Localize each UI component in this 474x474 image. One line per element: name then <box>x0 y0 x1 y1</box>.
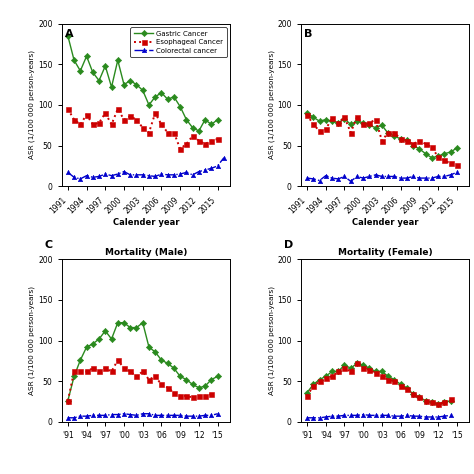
X-axis label: Calender year: Calender year <box>113 218 179 227</box>
Y-axis label: ASR (1/100 000 person-years): ASR (1/100 000 person-years) <box>268 50 274 159</box>
Text: C: C <box>45 240 53 250</box>
Text: D: D <box>284 240 293 250</box>
Y-axis label: ASR (1/100 000 person-years): ASR (1/100 000 person-years) <box>29 50 36 159</box>
Title: Mortality (Female): Mortality (Female) <box>337 248 432 257</box>
Text: A: A <box>65 28 73 38</box>
Legend: Gastric Cancer, Esophageal Cancer, Colorectal cancer: Gastric Cancer, Esophageal Cancer, Color… <box>130 27 227 57</box>
Title: Mortality (Male): Mortality (Male) <box>105 248 187 257</box>
Y-axis label: ASR (1/100 000 person-years): ASR (1/100 000 person-years) <box>268 286 274 395</box>
Text: B: B <box>304 28 312 38</box>
X-axis label: Calender year: Calender year <box>352 218 418 227</box>
Y-axis label: ASR (1/100 000 person-years): ASR (1/100 000 person-years) <box>29 286 36 395</box>
